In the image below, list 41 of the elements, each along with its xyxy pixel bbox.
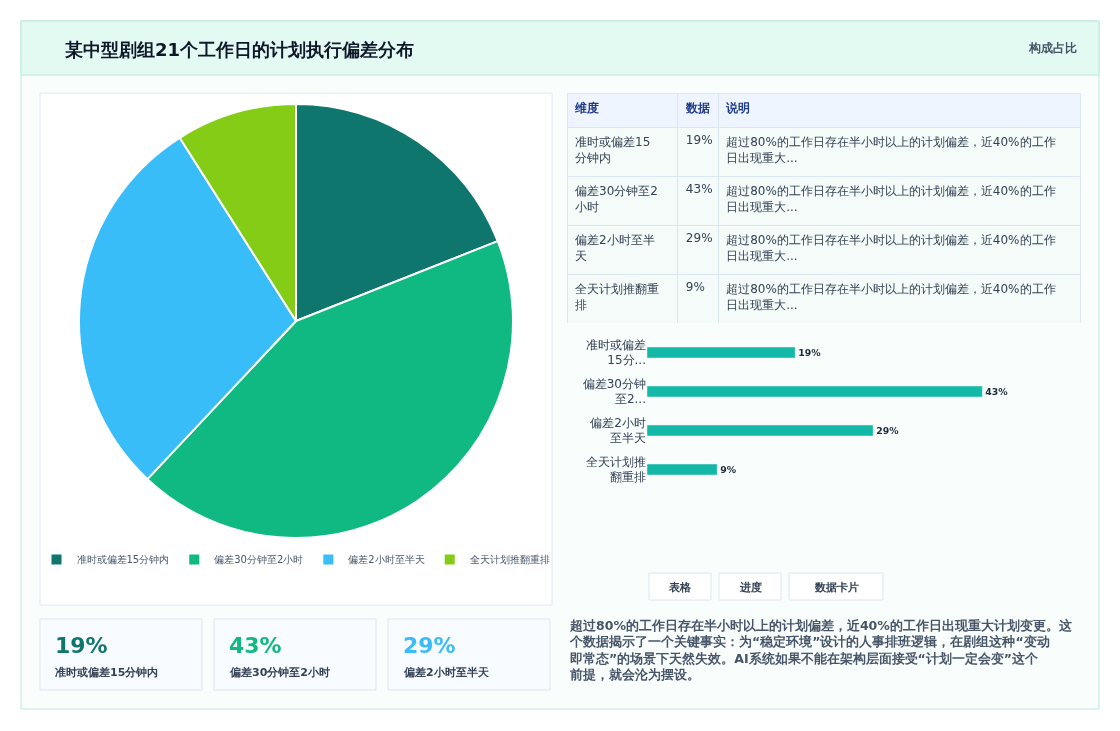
y-tick-label: 全天计划推翻重排 xyxy=(586,454,646,485)
text: 19% xyxy=(685,133,713,147)
text: 数据 xyxy=(684,101,710,115)
y-tick-label: 准时或偏差15分... xyxy=(586,337,646,368)
text: 19% xyxy=(55,633,108,658)
text: 29% xyxy=(403,633,456,658)
category-label: 偏差2小时至半天 xyxy=(403,666,490,679)
text: 表格 xyxy=(668,581,692,594)
text: 进度 xyxy=(739,581,762,594)
legend-label: 偏差2小时至半天 xyxy=(348,554,425,566)
legend-label: 偏差30分钟至2小时 xyxy=(214,554,304,566)
slice-label: 偏差30分钟至2小时 xyxy=(575,184,658,214)
category-label: 准时或偏差15分钟内 xyxy=(55,666,159,679)
text: 9% xyxy=(685,280,705,294)
text: 超过80%的工作日存在半小时以上的计划偏差，近40%的工作日出现重大计划变更。这个数据揭示了一个关键事实：为“稳定环境”设计的人事排班逻辑，在剧组这种“变动即常态”的场景下天然失效。AI系统如果不能在架构层面接受“计划一定会变”这个前提，就会沦为摆设。 xyxy=(569,618,1072,682)
text: 43% xyxy=(229,633,282,658)
legend-label: 全天计划推翻重排 xyxy=(469,554,550,566)
legend-label: 准时或偏差15分钟内 xyxy=(76,554,170,566)
data-label: 19% xyxy=(798,346,822,358)
bar xyxy=(647,346,796,359)
text: 超过80%的工作日存在半小时以上的计划偏差，近40%的工作日出现重大... xyxy=(726,135,1056,165)
text: 43% xyxy=(685,182,713,196)
text: 超过80%的工作日存在半小时以上的计划偏差，近40%的工作日出现重大... xyxy=(726,184,1056,214)
bar xyxy=(647,463,718,476)
text: 超过80%的工作日存在半小时以上的计划偏差，近40%的工作日出现重大... xyxy=(726,282,1056,312)
text: 数据卡片 xyxy=(814,581,859,594)
y-tick-label: 偏差2小时至半天 xyxy=(590,415,646,446)
chart-title: 某中型剧组21个工作日的计划执行偏差分布 xyxy=(64,39,415,60)
slice-label: 准时或偏差15分钟内 xyxy=(575,135,651,165)
data-label: 43% xyxy=(985,385,1009,397)
bar xyxy=(647,385,983,398)
text: 构成占比 xyxy=(1028,41,1077,55)
data-label: 9% xyxy=(720,463,737,475)
bar xyxy=(647,424,874,437)
text: 超过80%的工作日存在半小时以上的计划偏差，近40%的工作日出现重大... xyxy=(726,233,1056,263)
slice-label: 偏差30分钟至2小时 xyxy=(229,666,330,679)
y-tick-label: 偏差30分钟至2... xyxy=(582,376,646,407)
data-label: 29% xyxy=(876,424,900,436)
text: 29% xyxy=(685,231,713,245)
text: 说明 xyxy=(725,101,751,115)
text: 维度 xyxy=(574,101,599,115)
